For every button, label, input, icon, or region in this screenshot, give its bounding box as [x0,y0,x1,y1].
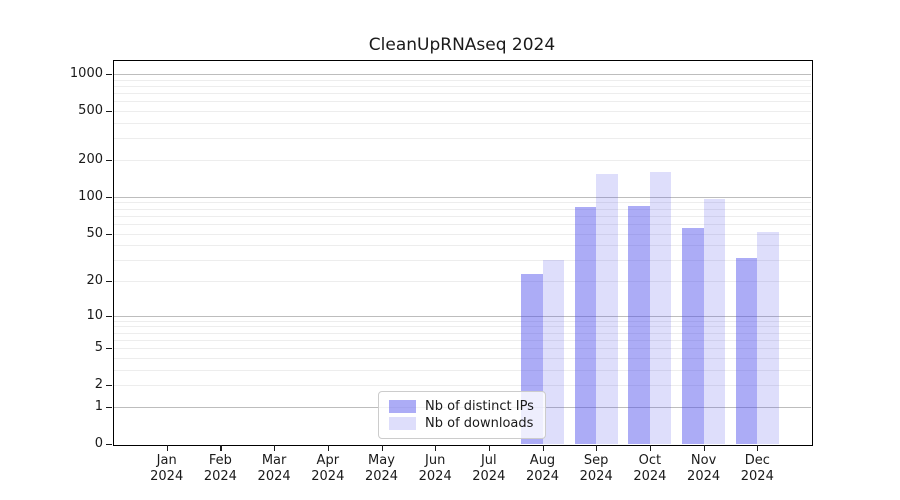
legend: Nb of distinct IPs Nb of downloads [378,391,546,439]
bar-nb-of-downloads-sep-2024 [596,174,618,444]
gridline-minor [113,369,811,371]
x-tick [596,445,598,451]
y-tick [106,111,112,113]
x-tick-label: Oct 2024 [633,453,667,484]
legend-swatch-distinct-ips [389,400,416,413]
gridline-minor [113,223,811,225]
x-tick [220,445,222,451]
y-tick-label: 1000 [69,66,103,81]
y-tick-label: 100 [78,188,103,204]
gridline-minor [113,320,811,322]
bar-nb-of-downloads-oct-2024 [649,171,672,444]
gridline-minor [113,123,811,124]
x-tick [488,445,490,451]
y-tick [106,281,112,283]
bar-nb-of-distinct-ips-dec-2024 [735,258,758,444]
gridline-minor [113,233,811,235]
gridline-minor [113,138,811,140]
x-tick-label: Jan 2024 [150,453,184,484]
legend-swatch-downloads [389,417,416,430]
x-tick-label: Aug 2024 [525,453,560,484]
gridline-minor [113,326,811,328]
x-tick-label: Dec 2024 [740,453,774,484]
bar-nb-of-distinct-ips-nov-2024 [682,227,704,444]
x-tick-label: Feb 2024 [203,453,237,484]
legend-item-downloads: Nb of downloads [389,415,535,432]
bar-nb-of-downloads-dec-2024 [757,232,779,444]
y-tick-label: 5 [94,340,103,356]
legend-label-downloads: Nb of downloads [425,416,534,431]
gridline-minor [113,385,811,387]
y-tick [106,315,112,317]
y-tick [106,406,112,409]
gridline-minor [113,208,811,210]
gridline-major [113,315,811,317]
bar-nb-of-downloads-nov-2024 [703,198,726,444]
x-tick [166,445,168,451]
gridline-major [113,74,811,75]
gridline-minor [113,79,811,81]
gridline-minor [113,348,811,350]
legend-label-distinct-ips: Nb of distinct IPs [425,399,534,414]
x-tick [327,445,329,451]
x-tick-label: Sep 2024 [579,453,613,484]
gridline-minor [113,111,811,113]
gridline-minor [113,86,811,87]
y-tick-label: 50 [86,225,103,241]
x-tick [542,445,544,451]
y-tick-label: 0 [94,436,103,451]
gridline-minor [113,160,811,161]
gridline-major [113,196,811,198]
x-tick [703,445,705,451]
y-tick [106,348,112,350]
gridline-minor [113,93,811,95]
y-tick [106,385,112,387]
x-tick-label: Jul 2024 [472,453,506,484]
gridline-minor [113,357,811,359]
x-tick-label: Jun 2024 [418,453,452,484]
legend-item-distinct-ips: Nb of distinct IPs [389,398,535,415]
x-tick [274,445,276,451]
chart-title: CleanUpRNAseq 2024 [368,35,556,55]
x-tick-label: May 2024 [364,453,399,484]
x-tick [435,445,437,451]
y-tick [106,74,112,76]
gridline-minor [113,332,811,334]
y-tick [106,196,112,199]
gridline-minor [113,339,811,341]
y-tick-label: 1 [94,398,103,414]
bar-nb-of-distinct-ips-oct-2024 [628,206,650,444]
gridline-minor [113,245,811,247]
x-tick-label: Nov 2024 [687,453,721,484]
gridline-minor [113,215,811,217]
gridline-minor [113,260,811,262]
bar-nb-of-downloads-aug-2024 [542,260,564,444]
y-tick [106,444,112,446]
gridline-minor [113,101,811,103]
gridline-minor [113,281,811,282]
y-tick-label: 10 [86,307,103,323]
y-tick-label: 500 [78,103,103,119]
bar-nb-of-distinct-ips-sep-2024 [574,206,597,444]
y-tick-label: 2 [94,377,103,393]
y-tick [106,160,112,162]
x-tick-label: Apr 2024 [311,453,345,484]
x-tick [381,445,383,451]
x-tick [649,445,652,451]
y-tick-label: 200 [78,152,103,167]
x-tick-label: Mar 2024 [257,453,291,484]
gridline-minor [113,202,811,204]
y-tick [106,233,112,235]
y-tick-label: 20 [86,273,103,288]
x-tick [757,445,759,451]
